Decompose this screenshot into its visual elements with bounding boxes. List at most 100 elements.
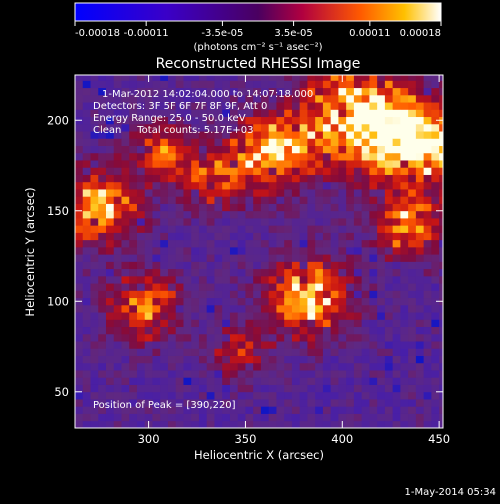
- heatmap-cell: [75, 290, 84, 299]
- heatmap-cell: [268, 319, 277, 328]
- heatmap-cell: [322, 196, 332, 204]
- heatmap-cell: [222, 261, 231, 270]
- heatmap-cell: [338, 326, 347, 335]
- heatmap-cell: [237, 268, 246, 277]
- heatmap-cell: [284, 218, 293, 226]
- heatmap-cell: [222, 391, 231, 400]
- heatmap-cell: [423, 297, 432, 306]
- heatmap-cell: [245, 406, 254, 414]
- heatmap-cell: [291, 297, 301, 306]
- heatmap-cell: [260, 348, 270, 356]
- heatmap-cell: [291, 326, 301, 335]
- heatmap-cell: [268, 239, 277, 248]
- heatmap-cell: [144, 80, 153, 89]
- heatmap-cell: [307, 102, 316, 110]
- heatmap-cell: [90, 261, 99, 270]
- heatmap-cell: [214, 87, 223, 96]
- heatmap-cell: [90, 326, 99, 335]
- heatmap-cell: [408, 203, 417, 212]
- heatmap-cell: [152, 283, 161, 291]
- heatmap-cell: [423, 80, 432, 89]
- heatmap-cell: [369, 203, 378, 212]
- heatmap-cell: [361, 333, 370, 342]
- heatmap-cell: [129, 333, 138, 342]
- heatmap-cell: [431, 232, 440, 241]
- heatmap-cell: [191, 181, 200, 190]
- heatmap-cell: [276, 420, 285, 428]
- heatmap-cell: [361, 80, 370, 89]
- heatmap-cell: [136, 384, 146, 393]
- heatmap-cell: [214, 283, 223, 291]
- heatmap-cell: [291, 355, 301, 364]
- heatmap-cell: [82, 189, 91, 197]
- heatmap-cell: [245, 377, 254, 385]
- heatmap-cell: [206, 232, 215, 241]
- heatmap-cell: [353, 326, 363, 335]
- heatmap-cell: [183, 406, 192, 414]
- heatmap-cell: [214, 203, 223, 212]
- heatmap-cell: [144, 333, 153, 342]
- heatmap-cell: [415, 319, 425, 328]
- heatmap-cell: [191, 399, 200, 407]
- heatmap-cell: [222, 138, 231, 146]
- heatmap-cell: [98, 399, 107, 407]
- heatmap-cell: [121, 174, 130, 183]
- heatmap-cell: [392, 94, 401, 103]
- heatmap-cell: [423, 406, 432, 414]
- heatmap-cell: [431, 341, 440, 349]
- heatmap-cell: [377, 319, 386, 328]
- heatmap-cell: [191, 384, 200, 393]
- heatmap-cell: [353, 355, 363, 364]
- heatmap-cell: [353, 102, 363, 110]
- heatmap-cell: [284, 362, 293, 371]
- heatmap-cell: [346, 326, 355, 335]
- heatmap-cell: [307, 341, 316, 349]
- heatmap-cell: [206, 246, 215, 255]
- heatmap-cell: [268, 102, 277, 110]
- heatmap-cell: [121, 283, 130, 291]
- heatmap-cell: [237, 246, 246, 255]
- heatmap-cell: [229, 268, 239, 277]
- heatmap-cell: [315, 261, 324, 270]
- heatmap-cell: [136, 75, 146, 81]
- heatmap-cell: [330, 131, 339, 139]
- heatmap-cell: [307, 189, 316, 197]
- heatmap-cell: [222, 167, 231, 175]
- heatmap-cell: [377, 384, 386, 393]
- heatmap-cell: [105, 152, 115, 161]
- heatmap-cell: [369, 297, 378, 306]
- heatmap-cell: [408, 348, 417, 356]
- heatmap-cell: [322, 370, 332, 378]
- heatmap-cell: [384, 174, 394, 183]
- x-tick-label: 400: [331, 432, 353, 446]
- heatmap-cell: [392, 406, 401, 414]
- heatmap-cell: [377, 413, 386, 422]
- heatmap-cell: [75, 391, 84, 400]
- heatmap-cell: [113, 319, 122, 328]
- heatmap-cell: [222, 131, 231, 139]
- heatmap-cell: [152, 167, 161, 175]
- heatmap-cell: [167, 109, 177, 118]
- heatmap-cell: [245, 87, 254, 96]
- heatmap-cell: [105, 283, 115, 291]
- heatmap-cell: [284, 94, 293, 103]
- heatmap-cell: [330, 297, 339, 306]
- heatmap-cell: [268, 181, 277, 190]
- heatmap-cell: [175, 116, 184, 125]
- heatmap-cell: [105, 355, 115, 364]
- heatmap-cell: [361, 239, 370, 248]
- heatmap-cell: [369, 254, 378, 262]
- heatmap-cell: [315, 297, 324, 306]
- heatmap-cell: [175, 341, 184, 349]
- heatmap-cell: [315, 246, 324, 255]
- heatmap-cell: [136, 246, 146, 255]
- heatmap-cell: [338, 109, 347, 118]
- heatmap-cell: [214, 94, 223, 103]
- heatmap-cell: [136, 102, 146, 110]
- heatmap-cell: [439, 109, 443, 118]
- heatmap-cell: [439, 87, 443, 96]
- heatmap-cell: [121, 261, 130, 270]
- heatmap-cell: [214, 102, 223, 110]
- heatmap-cell: [299, 239, 308, 248]
- heatmap-cell: [144, 406, 153, 414]
